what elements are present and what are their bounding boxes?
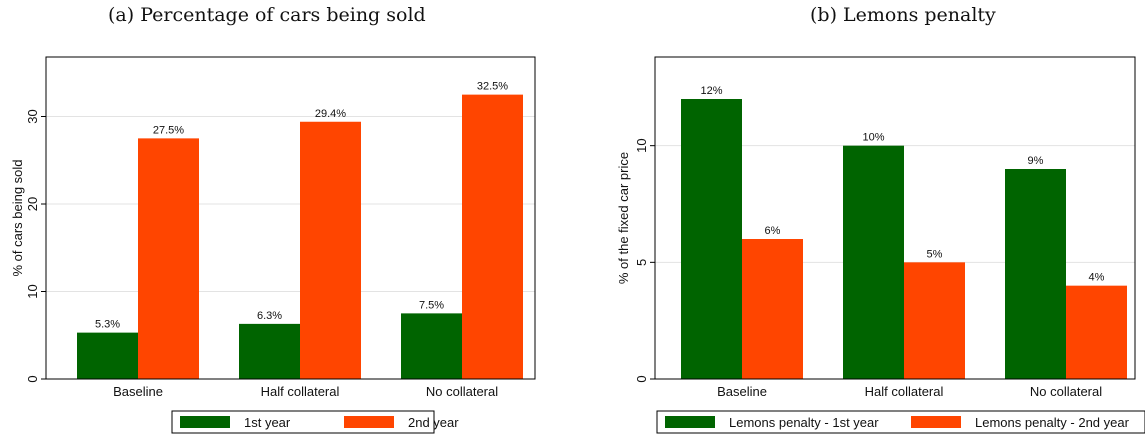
panel-b-bar (1066, 285, 1127, 379)
panel-a-data-label: 32.5% (477, 81, 508, 93)
panel-b-legend-frame (656, 410, 1145, 434)
panel-b-legend-label: Lemons penalty - 2nd year (975, 415, 1130, 430)
panel-b-bar (1005, 169, 1066, 379)
panel-b-bar (742, 239, 803, 379)
panel-b-y-tick-label: 5 (634, 259, 649, 266)
panel-a-data-label: 29.4% (315, 108, 346, 120)
panel-b-category-label: Half collateral (865, 384, 944, 399)
panel-a-bar (462, 94, 523, 379)
panel-a-legend-label: 1st year (244, 415, 291, 430)
panel-b-data-label: 5% (927, 248, 943, 260)
panel-a-bar (77, 332, 138, 379)
panel-b-legend-swatch (665, 416, 715, 428)
panel-b-title: (b) Lemons penalty (810, 4, 996, 26)
panel-a-data-label: 5.3% (95, 319, 120, 331)
panel-b-plot-frame (654, 56, 1136, 380)
panel-b-bar (843, 145, 904, 379)
panel-b-y-axis-label: % of the fixed car price (616, 152, 631, 284)
panel-a-legend-swatch (344, 416, 394, 428)
panel-a-data-label: 27.5% (153, 124, 184, 136)
panel-b-bar (681, 99, 742, 379)
panel-a-legend-label: 2nd year (408, 415, 459, 430)
panel-a-legend-swatch (180, 416, 230, 428)
panel-b-category-label: Baseline (717, 384, 767, 399)
panel-b-data-label: 10% (862, 132, 884, 144)
panel-a-category-label: Baseline (113, 384, 163, 399)
panel-a-y-tick-label: 0 (25, 375, 40, 382)
panel-b-bar (904, 262, 965, 379)
panel-a-data-label: 6.3% (257, 310, 282, 322)
panel-a-y-axis-label: % of cars being sold (10, 159, 25, 276)
panel-a-bar (401, 313, 462, 379)
panel-a-title: (a) Percentage of cars being sold (108, 4, 426, 26)
panel-a-y-tick-label: 20 (25, 197, 40, 211)
panel-b-category-label: No collateral (1030, 384, 1102, 399)
panel-a-bar (138, 138, 199, 379)
panel-b-data-label: 12% (700, 85, 722, 97)
panel-a-plot-frame (45, 56, 536, 380)
panel-a-data-label: 7.5% (419, 299, 444, 311)
panel-b-y-tick-label: 10 (634, 138, 649, 152)
panel-a-category-label: No collateral (426, 384, 498, 399)
panel-b-data-label: 9% (1028, 155, 1044, 167)
panel-a-bar (239, 323, 300, 379)
panel-a-y-tick-label: 10 (25, 284, 40, 298)
panel-b-legend-swatch (911, 416, 961, 428)
panel-a-bar (300, 121, 361, 379)
panel-b-data-label: 6% (765, 225, 781, 237)
panel-a-y-tick-label: 30 (25, 109, 40, 123)
panel-a-category-label: Half collateral (261, 384, 340, 399)
panel-b-y-tick-label: 0 (634, 375, 649, 382)
panel-b-data-label: 4% (1089, 272, 1105, 284)
panel-b-legend-label: Lemons penalty - 1st year (729, 415, 879, 430)
